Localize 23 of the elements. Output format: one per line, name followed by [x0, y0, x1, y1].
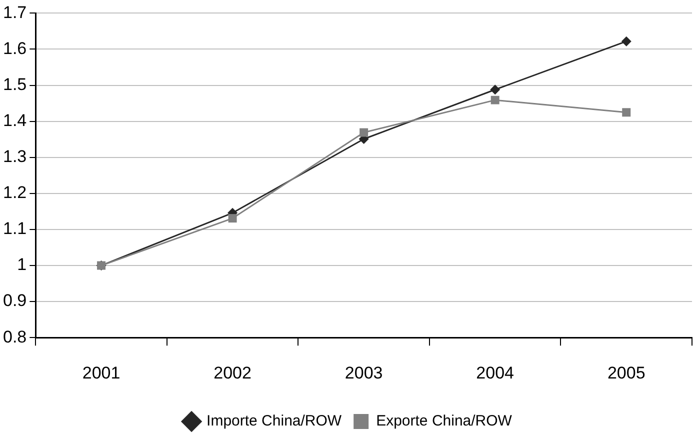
legend-label: Importe China/ROW: [206, 412, 342, 430]
x-tick-label: 2001: [82, 363, 120, 382]
y-tick-label: 1.3: [2, 147, 27, 166]
y-tick-label: 1.5: [2, 74, 27, 94]
point: [490, 96, 500, 104]
x-tick-label: 2005: [607, 363, 646, 382]
point: [622, 108, 631, 117]
y-tick-label: 0.8: [2, 327, 27, 346]
x-tick-label: 2004: [476, 363, 514, 382]
x-tick-label: 2003: [344, 363, 383, 382]
y-tick-label: 1.4: [2, 111, 27, 130]
y-tick-label: 1.7: [2, 2, 27, 22]
x-tick-label: 2002: [214, 363, 252, 382]
legend-label: Exporte China/ROW: [376, 412, 513, 430]
y-tick-label: 1.1: [2, 219, 27, 238]
point: [360, 128, 368, 137]
y-tick-label: 1.6: [2, 38, 27, 58]
y-tick-label: 1: [17, 255, 27, 274]
point: [621, 36, 632, 46]
y-tick-label: 0.9: [2, 291, 27, 310]
point: [228, 214, 237, 223]
point: [490, 84, 500, 95]
y-tick-label: 1.2: [2, 183, 27, 202]
